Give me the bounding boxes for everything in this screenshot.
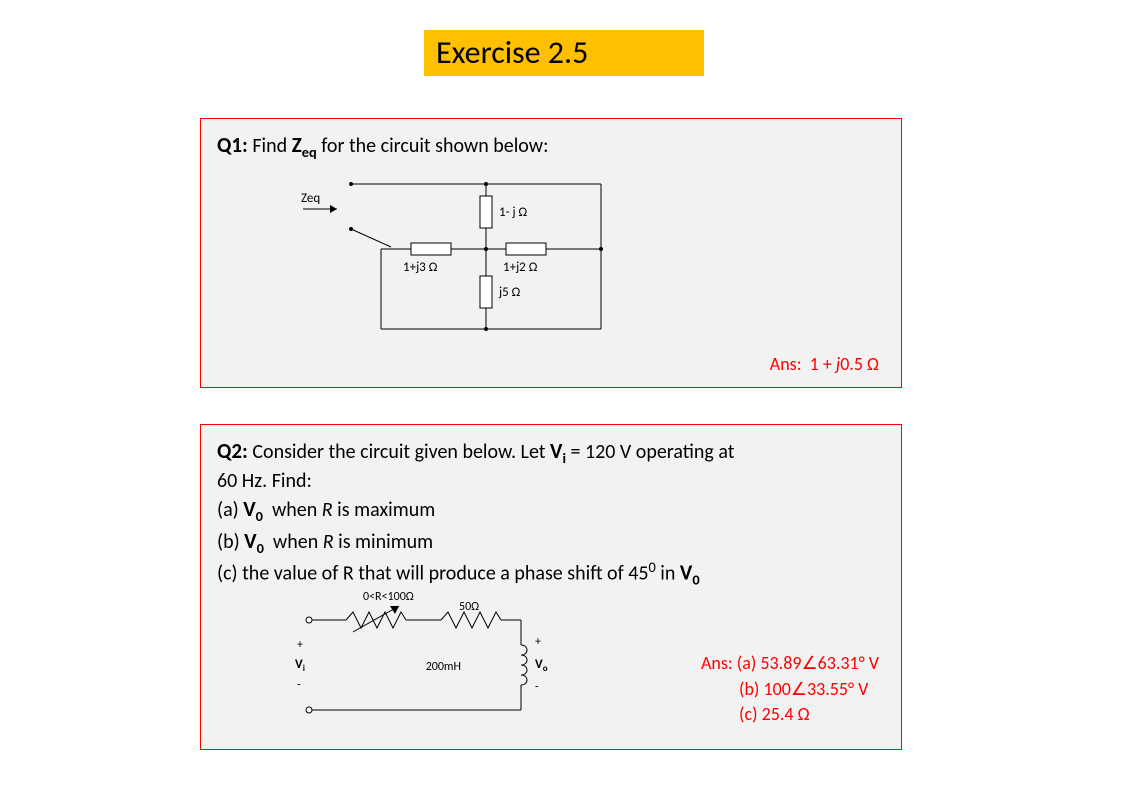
q1-answer: Ans: 1 + j0.5 Ω: [770, 353, 879, 375]
q1-imp-left: 1+j3 Ω: [403, 260, 438, 275]
page: Exercise 2.5 Q1: Find Zeq for the circui…: [0, 0, 1128, 800]
q2-minus-vi: -: [297, 678, 301, 692]
q1-imp-bot: j5 Ω: [498, 285, 521, 300]
q2-plus-vi: +: [297, 638, 303, 652]
q2-answer: Ans: (a) 53.89∠63.31° V (b) 100∠33.55° V…: [701, 651, 879, 727]
q1-imp-right: 1+j2 Ω: [503, 260, 538, 275]
q1-prompt: Q1: Find Zeq for the circuit shown below…: [217, 131, 885, 162]
q1-zeq-label: Zeq: [301, 191, 320, 206]
q2-r-range: 0<R<100Ω: [363, 590, 414, 604]
q2-vi: Vi: [295, 657, 305, 674]
q2-prompt: Q2: Consider the circuit given below. Le…: [217, 437, 885, 590]
q2-box: Q2: Consider the circuit given below. Le…: [200, 424, 902, 750]
exercise-title: Exercise 2.5: [424, 30, 704, 76]
q1-imp-top: 1- j Ω: [499, 205, 528, 220]
q2-inductor: 200mH: [426, 660, 461, 674]
q1-box: Q1: Find Zeq for the circuit shown below…: [200, 118, 902, 388]
q2-vo: Vo: [535, 657, 548, 674]
q2-circuit: 0<R<100Ω 50Ω 200mH + Vi - + Vo -: [291, 590, 601, 730]
q2-r-fixed: 50Ω: [459, 600, 479, 614]
q1-circuit: 1- j Ω 1+j3 Ω 1+j2 Ω j5 Ω: [281, 164, 621, 364]
q2-minus-vo: -: [535, 680, 539, 694]
q2-plus-vo: +: [535, 635, 541, 649]
q1-label: Q1:: [217, 132, 248, 158]
